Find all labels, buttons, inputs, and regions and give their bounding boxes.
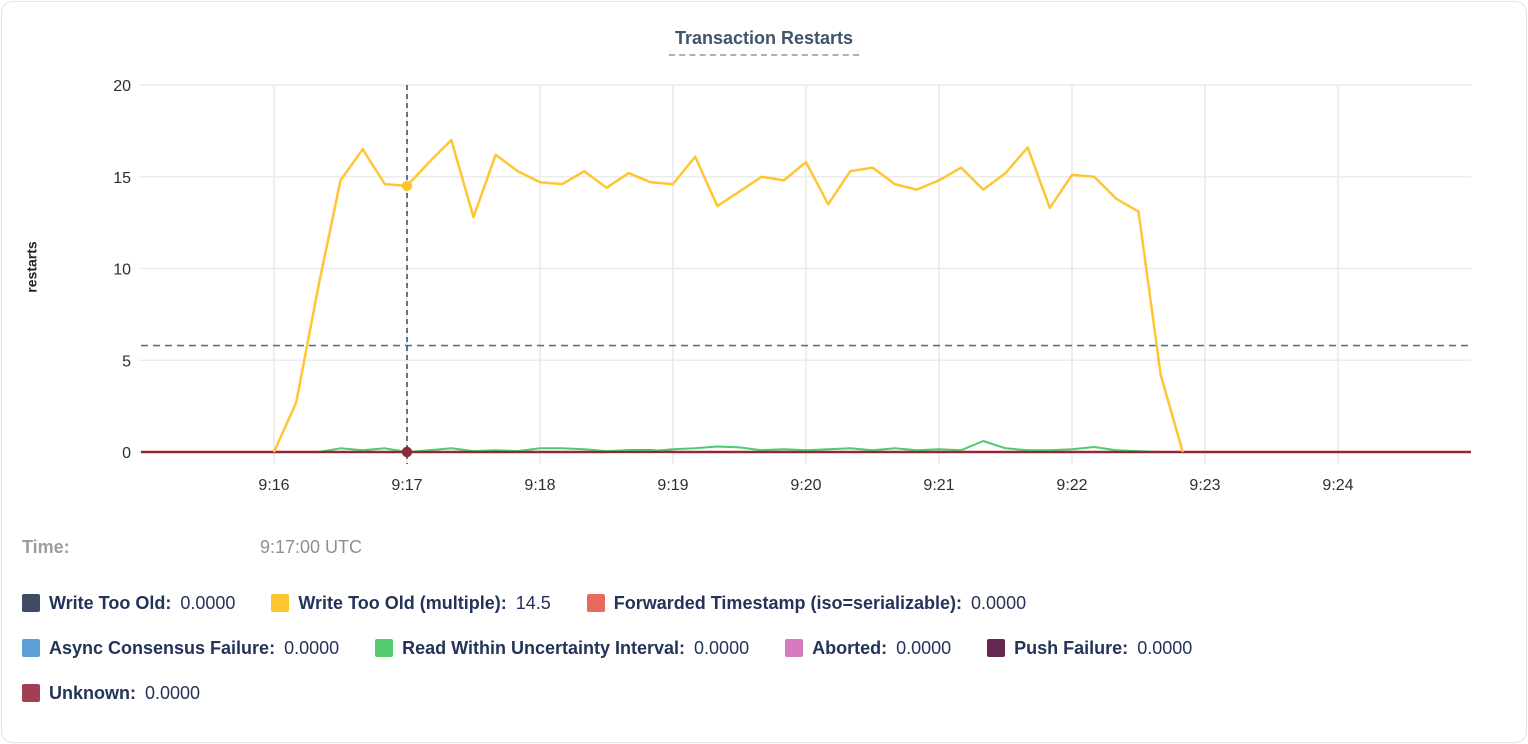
x-tick-label: 9:18 <box>524 477 555 494</box>
x-tick-label: 9:22 <box>1056 477 1087 494</box>
legend-label: Forwarded Timestamp (iso=serializable): <box>613 592 963 613</box>
legend-label: Unknown: <box>49 682 136 703</box>
y-axis-label-text: restarts <box>24 241 40 293</box>
x-tick-label: 9:19 <box>657 477 688 494</box>
y-tick-label: 20 <box>113 78 131 95</box>
hover-marker-unknown <box>401 446 413 458</box>
hover-time-row: Time: 9:17:00 UTC <box>2 537 1526 561</box>
series-line-read-within-uncertainty-interval <box>274 440 1183 453</box>
series-line-write-too-old-multiple <box>272 138 1185 453</box>
x-tick-label: 9:16 <box>258 477 289 494</box>
legend-row-2: Async Consensus Failure: 0.0000 Read Withi… <box>22 636 1192 660</box>
legend-item-forwarded-timestamp: Forwarded Timestamp (iso=serializable): 0… <box>586 592 1027 614</box>
x-tick-label: 9:17 <box>391 477 422 494</box>
legend-value: 0.0000 <box>896 637 952 658</box>
legend-item-unknown: Unknown: 0.0000 <box>22 683 200 704</box>
chart-title[interactable]: Transaction Restarts <box>668 28 860 56</box>
legend-value: 0.0000 <box>145 682 201 703</box>
x-tick-label: 9:23 <box>1189 477 1220 494</box>
legend-item-aborted: Aborted: 0.0000 <box>785 638 951 659</box>
legend-item-read-within-uncertainty-interval: Read Within Uncertainty Interval: 0.0000 <box>375 638 749 659</box>
read-within-uncertainty-interval-swatch <box>375 639 394 657</box>
legend-label: Write Too Old (multiple): <box>298 592 507 613</box>
y-axis-label: restarts <box>24 182 40 352</box>
legend-row-1: Write Too Old: 0.0000 Write Too Old (multi… <box>22 591 1026 615</box>
line-chart-plot-area[interactable]: 0 5 10 15 20 9:16 9:17 9:18 9:19 9:20 9:21 9:22 9:23… <box>2 2 1527 522</box>
legend-item-write-too-old: Write Too Old: 0.0000 <box>22 593 235 614</box>
legend-label: Async Consensus Failure: <box>49 637 276 658</box>
time-label: Time: <box>22 537 70 557</box>
legend-item-async-consensus-failure: Async Consensus Failure: 0.0000 <box>22 638 339 659</box>
legend-value: 14.5 <box>515 592 551 613</box>
legend-value: 0.0000 <box>971 592 1027 613</box>
x-tick-label: 9:21 <box>923 477 954 494</box>
legend-value: 0.0000 <box>1137 637 1193 658</box>
time-value: 9:17:00 UTC <box>260 537 363 557</box>
forwarded-timestamp-swatch <box>586 594 605 612</box>
y-tick-label: 10 <box>113 262 131 279</box>
legend-item-push-failure: Push Failure: 0.0000 <box>987 638 1192 659</box>
y-tick-label: 0 <box>122 445 131 462</box>
legend-value: 0.0000 <box>694 637 750 658</box>
legend-item-write-too-old-multiple: Write Too Old (multiple): 14.5 <box>271 592 551 614</box>
push-failure-swatch <box>987 639 1006 657</box>
legend-row-3: Unknown: 0.0000 <box>22 681 200 705</box>
chart-header: Transaction Restarts <box>2 28 1526 56</box>
aborted-swatch <box>785 639 804 657</box>
unknown-swatch <box>22 684 40 702</box>
legend-label: Write Too Old: <box>49 592 172 613</box>
legend-label: Read Within Uncertainty Interval: <box>402 637 686 658</box>
write-too-old-swatch <box>22 594 40 612</box>
x-tick-label: 9:20 <box>790 477 821 494</box>
legend-value: 0.0000 <box>180 592 236 613</box>
y-tick-label: 15 <box>113 170 131 187</box>
x-tick-label: 9:24 <box>1322 477 1353 494</box>
write-too-old-multiple-swatch <box>271 594 290 612</box>
hover-marker-write-too-old-multiple <box>401 180 413 192</box>
legend-label: Aborted: <box>812 637 888 658</box>
async-consensus-failure-swatch <box>22 639 40 657</box>
legend-label: Push Failure: <box>1014 637 1129 658</box>
legend-value: 0.0000 <box>284 637 340 658</box>
y-tick-label: 5 <box>122 353 131 370</box>
